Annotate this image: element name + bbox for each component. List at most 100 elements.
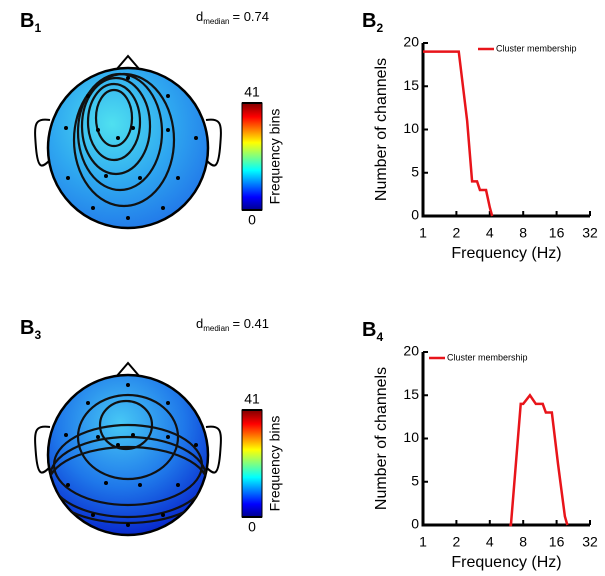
line-series — [509, 393, 569, 527]
electrode — [138, 176, 142, 180]
annotation: dmedian = 0.41 — [196, 316, 269, 333]
panel-letter: B — [20, 317, 34, 339]
electrode — [126, 523, 130, 527]
electrode — [166, 435, 170, 439]
electrode — [138, 483, 142, 487]
panel-index: 1 — [34, 21, 41, 35]
electrode — [96, 128, 100, 132]
electrode — [166, 94, 170, 98]
colorbar — [241, 409, 263, 518]
x-axis-label: Frequency (Hz) — [451, 554, 561, 571]
panel-index: 4 — [376, 330, 383, 344]
y-tick-label: 5 — [411, 472, 419, 488]
contour — [94, 88, 134, 148]
colorbar-tick-label: 41 — [244, 84, 260, 100]
x-tick-label: 4 — [486, 534, 494, 550]
y-tick-label: 20 — [403, 34, 419, 50]
colorbar-tick-label: 0 — [248, 519, 256, 535]
ear — [34, 425, 51, 474]
scalp-map — [46, 373, 210, 537]
colorbar-label: Frequency bins — [267, 109, 283, 205]
x-tick-label: 4 — [486, 225, 494, 241]
ear — [205, 118, 222, 167]
panel-label: B2 — [362, 10, 383, 35]
electrode — [91, 513, 95, 517]
electrode — [64, 433, 68, 437]
y-tick-label: 0 — [411, 207, 419, 223]
electrode — [131, 126, 135, 130]
electrode — [91, 206, 95, 210]
annotation-symbol: d — [196, 9, 203, 24]
x-tick-label: 2 — [453, 225, 461, 241]
colorbar-label: Frequency bins — [267, 416, 283, 512]
contour — [98, 399, 154, 451]
annotation: dmedian = 0.74 — [196, 9, 269, 26]
panel-letter: B — [362, 10, 376, 32]
electrode — [104, 174, 108, 178]
x-tick-label: 1 — [419, 534, 427, 550]
nose — [115, 54, 141, 71]
electrode — [176, 483, 180, 487]
panel-label: B3 — [20, 317, 41, 342]
legend-label: Cluster membership — [496, 43, 577, 53]
panel-index: 3 — [34, 328, 41, 342]
y-tick-label: 10 — [403, 429, 419, 445]
electrode — [194, 136, 198, 140]
electrode — [126, 383, 130, 387]
panel-label: B1 — [20, 10, 41, 35]
panel-index: 2 — [376, 21, 383, 35]
electrode — [116, 443, 120, 447]
contours — [72, 72, 176, 208]
electrode — [131, 433, 135, 437]
panel-letter: B — [362, 319, 376, 341]
contour — [76, 393, 180, 481]
x-tick-label: 8 — [519, 534, 527, 550]
y-tick-label: 15 — [403, 77, 419, 93]
colorbar-tick-label: 0 — [248, 212, 256, 228]
electrode — [66, 483, 70, 487]
line-series — [423, 50, 494, 217]
x-tick-label: 8 — [519, 225, 527, 241]
colorbar-tick-label: 41 — [244, 391, 260, 407]
ear — [205, 425, 222, 474]
x-tick-label: 16 — [549, 534, 565, 550]
nose — [115, 361, 141, 378]
x-axis-label: Frequency (Hz) — [451, 245, 561, 262]
colorbar — [241, 102, 263, 211]
electrode — [86, 401, 90, 405]
panel-letter: B — [20, 10, 34, 32]
electrode — [166, 401, 170, 405]
electrode — [96, 435, 100, 439]
y-tick-label: 20 — [403, 343, 419, 359]
legend-label: Cluster membership — [447, 352, 528, 362]
y-tick-label: 10 — [403, 120, 419, 136]
annotation-value: = 0.41 — [232, 316, 269, 331]
scalp-map — [46, 66, 210, 230]
electrode — [126, 76, 130, 80]
annotation-subscript: median — [203, 17, 229, 26]
y-axis-label: Number of channels — [373, 58, 390, 201]
electrode — [66, 176, 70, 180]
electrode — [161, 206, 165, 210]
electrode — [176, 176, 180, 180]
contour — [72, 72, 176, 208]
x-tick-label: 16 — [549, 225, 565, 241]
annotation-value: = 0.74 — [232, 9, 269, 24]
annotation-subscript: median — [203, 324, 229, 333]
electrode — [126, 216, 130, 220]
electrode — [166, 128, 170, 132]
ear — [34, 118, 51, 167]
electrode — [194, 443, 198, 447]
electrode — [104, 481, 108, 485]
contour — [80, 76, 152, 176]
electrode — [86, 94, 90, 98]
y-axis-label: Number of channels — [373, 367, 390, 510]
electrode — [116, 136, 120, 140]
x-tick-label: 32 — [582, 534, 598, 550]
annotation-symbol: d — [196, 316, 203, 331]
electrode — [64, 126, 68, 130]
y-tick-label: 15 — [403, 386, 419, 402]
x-tick-label: 1 — [419, 225, 427, 241]
electrode — [161, 513, 165, 517]
